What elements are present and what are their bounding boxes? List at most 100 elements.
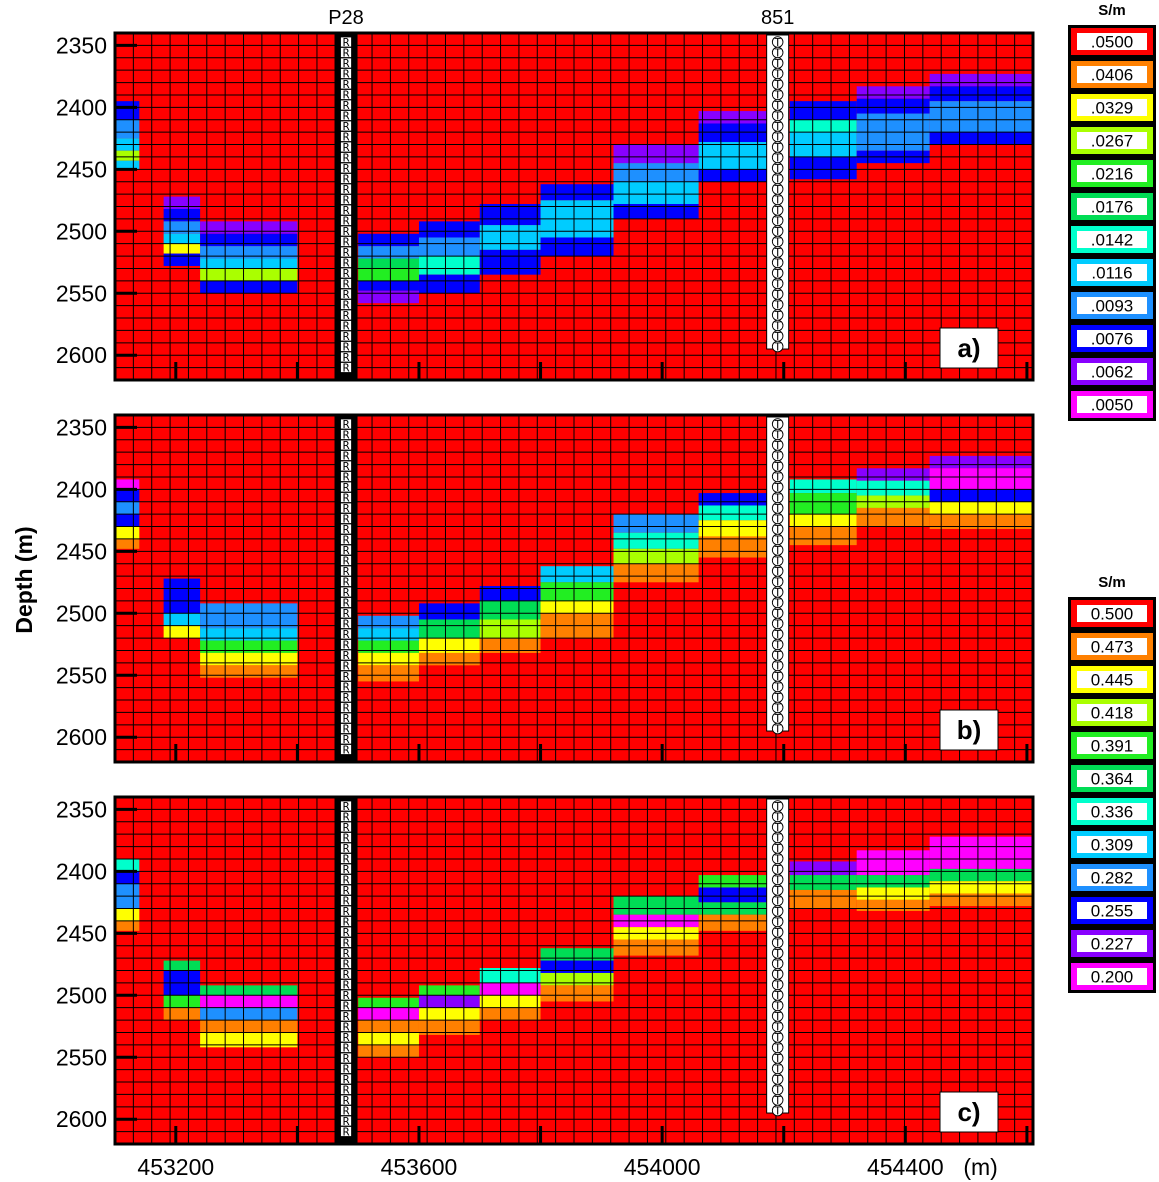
well-marker-glyph: T <box>774 418 781 431</box>
conductivity-cell: 0.445 <box>789 514 857 527</box>
well-marker <box>340 937 352 948</box>
well-marker-glyph: T <box>774 842 781 855</box>
well-marker <box>340 481 352 493</box>
conductivity-cell: 0.227 <box>418 995 480 1008</box>
well-marker <box>340 733 352 745</box>
well-marker-glyph: R <box>343 481 350 494</box>
conductivity-cell: 0.200 <box>479 982 541 996</box>
conductivity-cell: .0076 <box>929 132 1033 145</box>
conductivity-cell: 0.255 <box>115 489 140 502</box>
well-marker <box>340 471 352 482</box>
conductivity-cell: 0.391 <box>358 640 419 653</box>
legend-label: .0406 <box>1091 66 1134 85</box>
well-marker-glyph: T <box>774 916 781 929</box>
well-marker-glyph: T <box>774 947 781 960</box>
well-marker-glyph: T <box>774 895 781 908</box>
x-tick-label: 454400 <box>867 1154 944 1180</box>
well-marker-glyph: R <box>343 309 350 322</box>
well-marker <box>340 534 352 545</box>
well-marker-glyph: R <box>343 937 350 950</box>
y-tick-label: 2550 <box>56 1044 107 1070</box>
legend-label: .0062 <box>1091 363 1134 382</box>
well-marker-glyph: R <box>343 968 350 981</box>
well-marker-glyph: T <box>774 905 781 918</box>
well-marker <box>340 1115 352 1127</box>
well-marker-glyph: R <box>343 649 350 662</box>
well-marker-glyph: R <box>343 874 350 887</box>
well-marker-glyph: T <box>774 1052 781 1065</box>
well-marker-glyph: R <box>343 471 350 484</box>
conductivity-cell: 0.282 <box>200 1007 298 1021</box>
well-marker-glyph: T <box>774 152 781 165</box>
conductivity-cell: .0076 <box>418 221 480 238</box>
conductivity-cell: 0.445 <box>200 1032 298 1048</box>
well-marker-glyph: R <box>343 1063 350 1076</box>
well-marker-glyph: R <box>343 460 350 473</box>
well-marker-glyph: R <box>343 607 350 620</box>
y-tick-label: 2350 <box>56 796 107 822</box>
conductivity-cell: 0.364 <box>540 948 614 961</box>
well-marker-glyph: R <box>343 1094 350 1107</box>
well-marker <box>340 89 352 100</box>
well-marker-glyph: T <box>774 89 781 102</box>
conductivity-cell: 0.445 <box>418 638 480 653</box>
panels-layer: .0076.0093.0116.0267.0116.0062.0076.0093… <box>56 7 1035 1180</box>
panel-b: 0.2000.2550.2820.2550.4450.4730.2550.309… <box>56 413 1035 764</box>
well-marker <box>340 1000 352 1011</box>
conductivity-cell: 0.364 <box>479 600 541 620</box>
well-label-851: 851 <box>761 7 794 29</box>
well-marker-glyph: R <box>343 1000 350 1013</box>
well-marker <box>340 712 352 724</box>
y-tick-label: 2500 <box>56 982 107 1008</box>
conductivity-cell: .0093 <box>358 246 419 259</box>
well-marker-glyph: R <box>343 257 350 270</box>
well-marker <box>340 162 352 174</box>
well-marker-glyph: T <box>774 204 781 217</box>
well-marker-glyph: T <box>774 958 781 971</box>
conductivity-cell: .0062 <box>856 86 930 99</box>
well-marker <box>340 744 352 755</box>
well-marker-glyph: T <box>774 1031 781 1044</box>
well-marker <box>340 1010 352 1022</box>
well-marker-glyph: R <box>343 863 350 876</box>
legend-label-box <box>1077 264 1147 281</box>
conductivity-cell: 0.445 <box>540 600 614 614</box>
panel-frame <box>113 795 1035 1146</box>
conductivity-cell: 0.445 <box>163 625 201 639</box>
well-marker-glyph: R <box>343 639 350 652</box>
well-marker <box>340 78 352 90</box>
well-label-P28: P28 <box>328 7 364 29</box>
legend-label-box <box>1077 770 1147 787</box>
conductivity-cell: .0176 <box>358 258 419 269</box>
conductivity-cell: .0076 <box>479 249 541 275</box>
legend-label: 0.473 <box>1091 638 1134 657</box>
legend-label-box <box>1077 33 1147 50</box>
conductivity-cell: 0.364 <box>200 985 298 996</box>
conductivity-cell: 0.445 <box>698 520 772 537</box>
well-marker <box>340 460 352 472</box>
well-marker-glyph: T <box>774 607 781 620</box>
legend-label-box <box>1077 396 1147 413</box>
well-marker-glyph: T <box>774 832 781 845</box>
x-tick-label: 453200 <box>137 1154 214 1180</box>
well-marker-glyph: R <box>343 926 350 939</box>
well-marker <box>340 947 352 959</box>
well-marker-glyph: T <box>774 36 781 49</box>
conductivity-cell: .0076 <box>200 280 298 294</box>
well-marker <box>340 811 352 822</box>
well-marker <box>340 905 352 917</box>
well-marker <box>340 267 352 279</box>
legend-label-box <box>1077 935 1147 952</box>
well-marker <box>340 1094 352 1106</box>
conductivity-cell: 0.391 <box>358 997 419 1008</box>
well-marker-glyph: R <box>343 1052 350 1065</box>
well-marker <box>340 299 352 310</box>
conductivity-cell: .0093 <box>929 101 1033 133</box>
conductivity-cell: .0093 <box>613 163 699 182</box>
well-marker-glyph: T <box>774 236 781 249</box>
legend-label: 0.445 <box>1091 671 1134 690</box>
well-marker-glyph: R <box>343 744 350 757</box>
conductivity-cell: 0.200 <box>929 836 1033 869</box>
well-marker-glyph: R <box>343 89 350 102</box>
well-marker-glyph: R <box>343 288 350 301</box>
